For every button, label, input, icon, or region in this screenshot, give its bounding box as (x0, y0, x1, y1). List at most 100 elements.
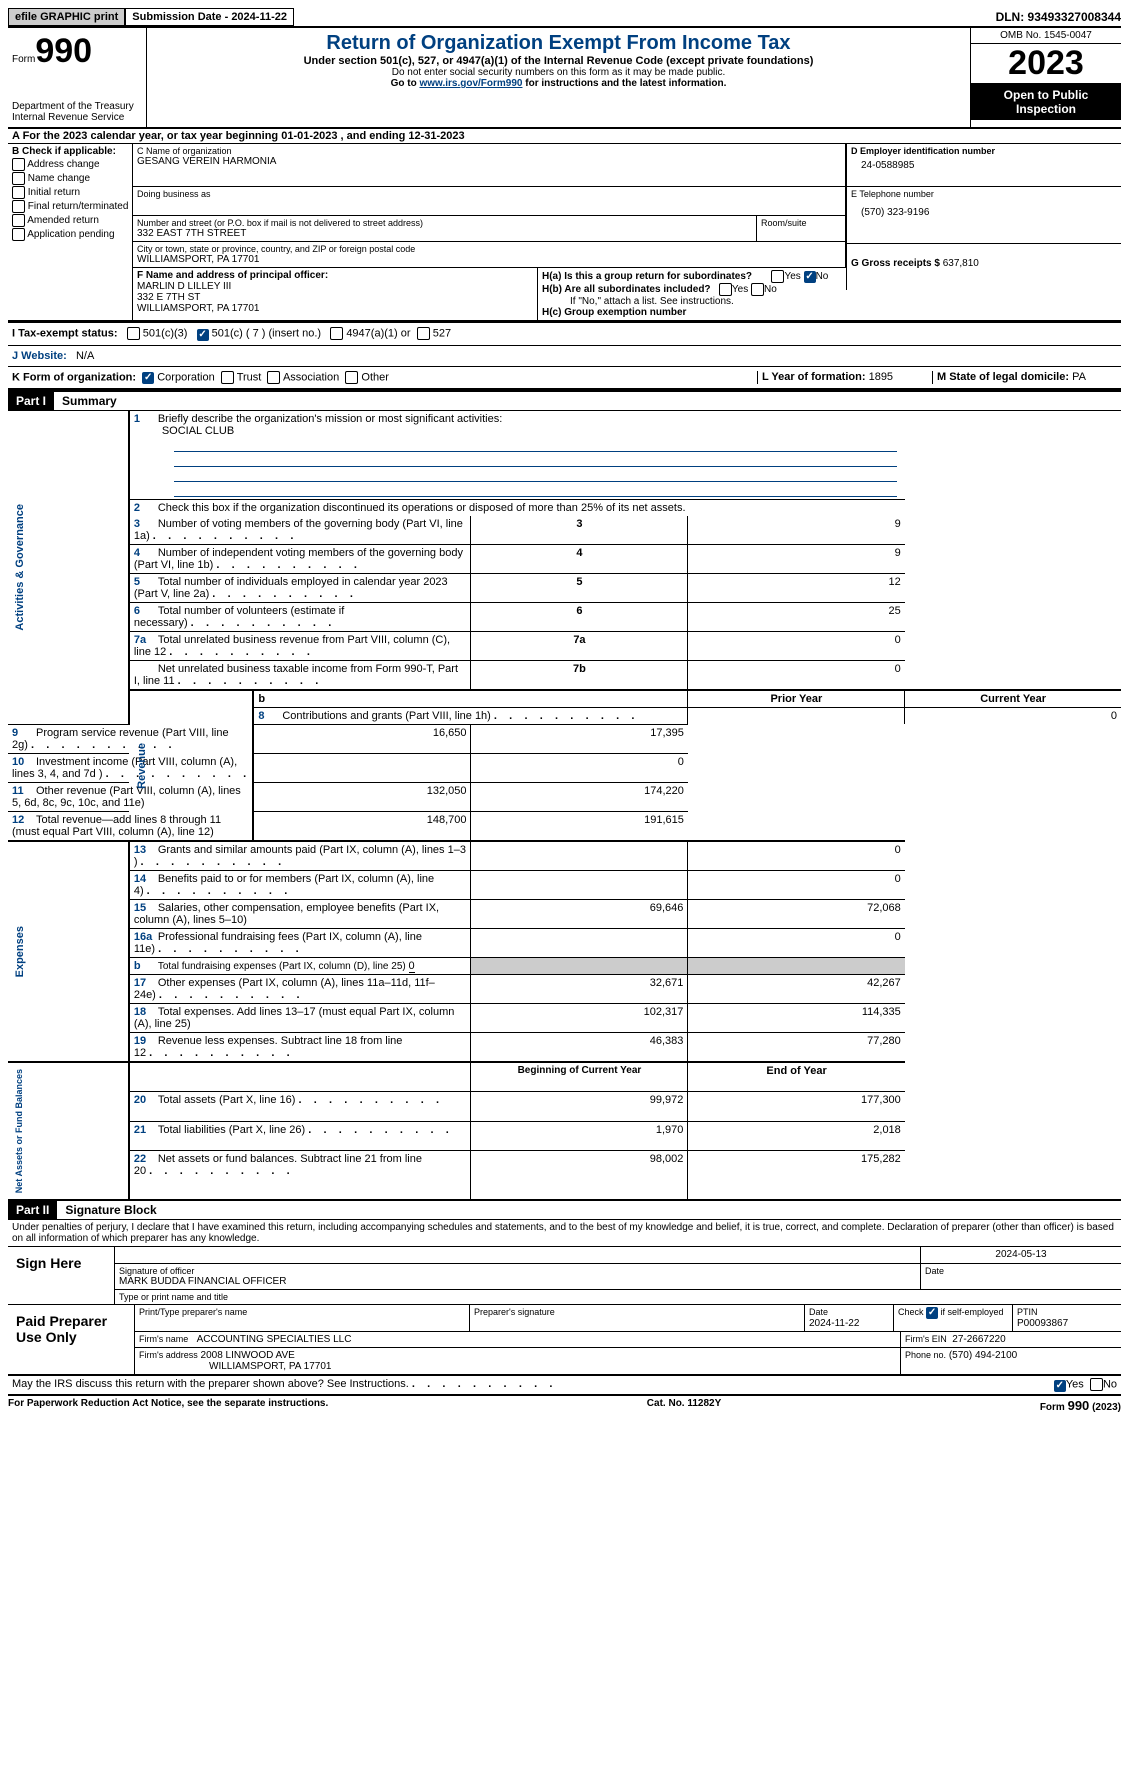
application-pending-checkbox[interactable] (12, 228, 25, 241)
firm-addr1: 2008 LINWOOD AVE (201, 1350, 295, 1361)
submission-date: Submission Date - 2024-11-22 (125, 8, 294, 26)
irs-link[interactable]: www.irs.gov/Form990 (419, 78, 522, 89)
line18-prior: 102,317 (471, 1003, 688, 1032)
line11-current: 174,220 (471, 782, 688, 811)
efile-print-button[interactable]: efile GRAPHIC print (8, 8, 125, 26)
state-domicile: PA (1072, 371, 1086, 383)
cat-number: Cat. No. 11282Y (647, 1398, 721, 1413)
line19-current: 77,280 (688, 1032, 905, 1062)
line15-prior: 69,646 (471, 899, 688, 928)
501c-checkbox[interactable]: ✓ (197, 329, 209, 341)
street-label: Number and street (or P.O. box if mail i… (137, 218, 752, 228)
discuss-yes-checkbox[interactable]: ✓ (1054, 1380, 1066, 1392)
other-checkbox[interactable] (345, 371, 358, 384)
irs-label: Internal Revenue Service (12, 112, 142, 123)
room-label: Room/suite (761, 218, 841, 228)
paperwork-notice: For Paperwork Reduction Act Notice, see … (8, 1398, 328, 1413)
phone-value: (570) 323-9196 (851, 199, 1117, 218)
officer-name: MARLIN D LILLEY III (137, 281, 533, 292)
activities-governance-label: Activities & Governance (12, 500, 28, 635)
website-label: J Website: (12, 350, 67, 362)
line7a-value: 0 (688, 631, 905, 660)
omb-number: OMB No. 1545-0047 (971, 28, 1121, 44)
name-change-checkbox[interactable] (12, 172, 25, 185)
line22-begin: 98,002 (471, 1150, 688, 1199)
line12-prior: 148,700 (253, 811, 471, 841)
dba-label: Doing business as (137, 189, 841, 199)
discuss-no-checkbox[interactable] (1090, 1378, 1103, 1391)
dln-number: DLN: 93493327008344 (996, 8, 1121, 26)
year-formation: 1895 (869, 371, 893, 383)
hc-label: H(c) Group exemption number (542, 307, 842, 318)
firm-phone: (570) 494-2100 (949, 1350, 1017, 1361)
assoc-checkbox[interactable] (267, 371, 280, 384)
trust-checkbox[interactable] (221, 371, 234, 384)
ein-value: 24-0588985 (851, 156, 1117, 171)
line21-begin: 1,970 (471, 1121, 688, 1150)
line6-value: 25 (688, 602, 905, 631)
website-value: N/A (76, 350, 94, 362)
line7b-value: 0 (688, 660, 905, 690)
dept-treasury: Department of the Treasury (12, 101, 142, 112)
firm-ein: 27-2667220 (952, 1334, 1005, 1345)
hb-yes-checkbox[interactable] (719, 283, 732, 296)
line11-prior: 132,050 (253, 782, 471, 811)
org-name: GESANG VEREIN HARMONIA (137, 156, 841, 167)
ha-yes-checkbox[interactable] (771, 270, 784, 283)
ha-no-checkbox[interactable]: ✓ (804, 271, 816, 283)
line9-current: 17,395 (471, 724, 688, 753)
line5-value: 12 (688, 573, 905, 602)
part1-title: Summary (54, 394, 117, 408)
self-employed-checkbox[interactable]: ✓ (926, 1307, 938, 1319)
city-state-zip: WILLIAMSPORT, PA 17701 (137, 254, 841, 265)
line15-current: 72,068 (688, 899, 905, 928)
line13-current: 0 (688, 841, 905, 871)
part2-title: Signature Block (57, 1203, 156, 1217)
paid-preparer-label: Paid Preparer Use Only (8, 1305, 135, 1374)
gross-receipts-value: 637,810 (943, 258, 979, 269)
final-return-checkbox[interactable] (12, 200, 25, 213)
line4-value: 9 (688, 544, 905, 573)
goto-post: for instructions and the latest informat… (522, 78, 726, 89)
street-address: 332 EAST 7TH STREET (137, 228, 752, 239)
line17-prior: 32,671 (471, 974, 688, 1003)
amended-return-checkbox[interactable] (12, 214, 25, 227)
initial-return-checkbox[interactable] (12, 186, 25, 199)
line17-current: 42,267 (688, 974, 905, 1003)
line9-prior: 16,650 (253, 724, 471, 753)
firm-name: ACCOUNTING SPECIALTIES LLC (197, 1334, 352, 1345)
hb-no-checkbox[interactable] (751, 283, 764, 296)
address-change-checkbox[interactable] (12, 158, 25, 171)
501c3-checkbox[interactable] (127, 327, 140, 340)
527-checkbox[interactable] (417, 327, 430, 340)
perjury-statement: Under penalties of perjury, I declare th… (8, 1220, 1121, 1247)
4947-checkbox[interactable] (330, 327, 343, 340)
city-label: City or town, state or province, country… (137, 244, 841, 254)
officer-addr1: 332 E 7TH ST (137, 292, 533, 303)
line8-current: 0 (905, 707, 1121, 724)
firm-addr2: WILLIAMSPORT, PA 17701 (139, 1361, 331, 1372)
top-bar: efile GRAPHIC print Submission Date - 20… (8, 8, 1121, 28)
line22-end: 175,282 (688, 1150, 905, 1199)
prep-date: 2024-11-22 (809, 1318, 859, 1329)
goto-pre: Go to (391, 78, 420, 89)
entity-info-section: B Check if applicable: Address change Na… (8, 144, 1121, 322)
part1-header: Part I (8, 392, 54, 410)
form-title: Return of Organization Exempt From Incom… (151, 32, 966, 55)
tax-year: 2023 (971, 44, 1121, 84)
ssn-note: Do not enter social security numbers on … (151, 67, 966, 78)
form-label: Form (12, 54, 35, 65)
corp-checkbox[interactable]: ✓ (142, 372, 154, 384)
line20-end: 177,300 (688, 1092, 905, 1121)
line16a-current: 0 (688, 928, 905, 957)
hb-note: If "No," attach a list. See instructions… (542, 296, 842, 307)
line14-current: 0 (688, 870, 905, 899)
part2-header: Part II (8, 1201, 57, 1219)
line3-value: 9 (688, 516, 905, 545)
gross-receipts-label: G Gross receipts $ (851, 258, 940, 269)
officer-label: F Name and address of principal officer: (137, 270, 533, 281)
line20-begin: 99,972 (471, 1092, 688, 1121)
org-name-label: C Name of organization (137, 146, 841, 156)
sig-date: 2024-05-13 (921, 1247, 1121, 1264)
form-org-label: K Form of organization: (12, 371, 136, 383)
